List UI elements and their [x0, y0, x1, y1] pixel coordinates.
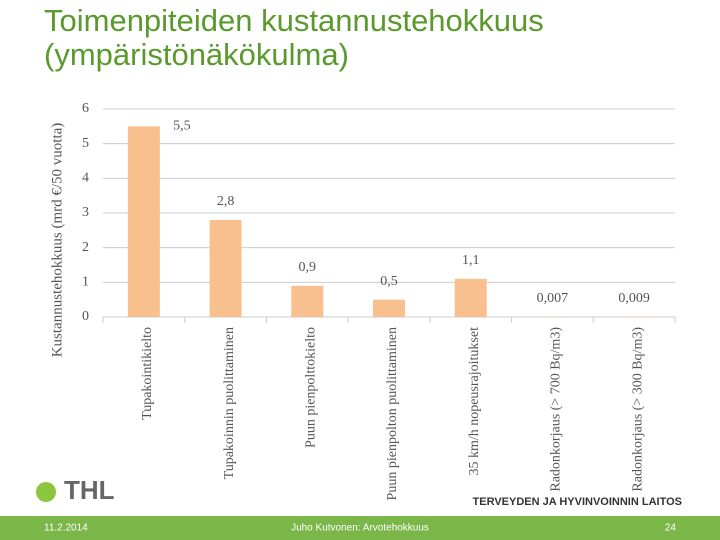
value-label: 5,5 [173, 119, 191, 134]
y-tick-label: 0 [82, 309, 89, 324]
y-tick-label: 5 [82, 136, 89, 151]
value-label: 0,009 [618, 291, 650, 306]
y-tick-label: 3 [82, 205, 89, 220]
value-label: 2,8 [217, 194, 235, 209]
bar [373, 299, 405, 317]
y-tick-label: 4 [82, 171, 89, 186]
y-tick-label: 1 [82, 275, 89, 290]
value-label: 1,1 [462, 253, 480, 268]
value-label: 0,007 [537, 291, 569, 306]
footer-author: Juho Kutvonen: Arvotehokkuus [291, 523, 429, 534]
organization: TERVEYDEN JA HYVINVOINNIN LAITOS [473, 496, 682, 508]
footer-page: 24 [665, 523, 677, 534]
value-label: 0,9 [299, 260, 317, 275]
bar [209, 219, 242, 317]
value-label: 0,5 [380, 274, 398, 289]
y-tick-label: 6 [82, 101, 89, 116]
footer-date: 11.2.2014 [44, 523, 88, 534]
x-tick-label: Puun pienpolttokielto [304, 327, 319, 448]
logo-icon [36, 482, 56, 502]
y-tick-label: 2 [82, 240, 89, 255]
x-tick-label: 35 km/h nopeusrajoitukset [467, 327, 482, 476]
x-tick-label: Radonkorjaus (> 700 Bq/m3) [549, 327, 564, 492]
logo-text: THL [64, 475, 115, 505]
x-tick-label: Radonkorjaus (> 300 Bq/m3) [630, 327, 645, 492]
y-axis-label: Kustannustehokkuus (mrd €/50 vuotta) [49, 123, 65, 358]
x-tick-label: Puun pienpolton puolittaminen [385, 327, 400, 500]
footer-bar [0, 516, 720, 540]
bar [291, 285, 324, 317]
slide-title: Toimenpiteiden kustannustehokkuus (ympär… [44, 3, 544, 72]
bar [454, 278, 487, 317]
x-tick-label: Tupakointikielto [140, 327, 155, 420]
x-tick-label: Tupakoinnin puolittaminen [222, 327, 237, 479]
bar [127, 126, 160, 317]
